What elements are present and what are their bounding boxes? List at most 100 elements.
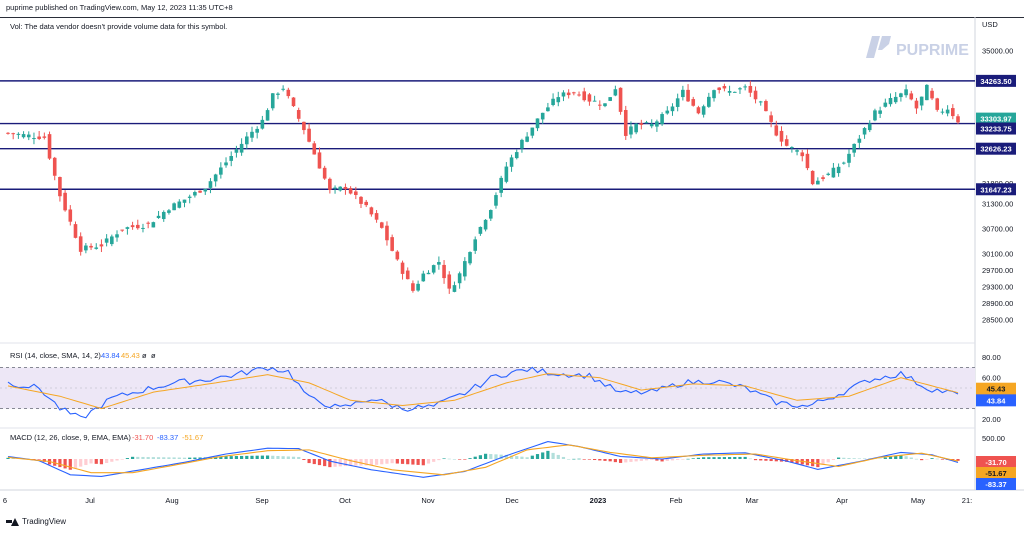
candle-body bbox=[99, 244, 104, 247]
candle-body bbox=[748, 85, 753, 93]
macd-hist-bar bbox=[6, 457, 10, 459]
rsi-tick-label: 80.00 bbox=[982, 353, 1001, 362]
macd-hist-bar bbox=[925, 459, 929, 460]
candle-body bbox=[769, 115, 773, 122]
macd-hist-bar bbox=[224, 456, 228, 459]
candle-body bbox=[613, 89, 618, 96]
macd-hist-bar bbox=[338, 459, 342, 467]
candle-body bbox=[338, 186, 343, 191]
level-badge-bg bbox=[976, 122, 1016, 135]
macd-hist-bar bbox=[504, 454, 508, 459]
macd-hist-bar bbox=[489, 454, 493, 459]
tradingview-label: TradingView bbox=[22, 517, 67, 526]
macd-tick-label: 500.00 bbox=[982, 434, 1005, 443]
macd-badges: -31.70 -51.67 -83.37 bbox=[976, 456, 1016, 490]
macd-hist-bar bbox=[84, 459, 88, 466]
macd-hist-bar bbox=[58, 459, 62, 468]
macd-hist-bar bbox=[343, 459, 348, 467]
macd-hist-bar bbox=[374, 459, 379, 465]
candle-body bbox=[421, 273, 426, 282]
rsi-band bbox=[0, 367, 975, 409]
time-tick-label: Apr bbox=[836, 496, 848, 505]
macd-hist-bar bbox=[494, 454, 498, 459]
macd-hist-bar bbox=[847, 457, 851, 459]
candle-body bbox=[473, 239, 478, 251]
macd-hist-bar bbox=[307, 459, 311, 464]
candle-body bbox=[213, 174, 218, 182]
macd-hist-bar bbox=[317, 459, 322, 466]
time-tick-label: 6 bbox=[3, 496, 7, 505]
macd-hist-bar bbox=[593, 459, 597, 461]
candle-body bbox=[431, 265, 436, 273]
price-tick-label: 30700.00 bbox=[982, 225, 1013, 234]
candle-body bbox=[810, 170, 815, 185]
candle-body bbox=[753, 90, 758, 100]
time-tick-label: Dec bbox=[505, 496, 519, 505]
time-tick-label: 21: bbox=[962, 496, 972, 505]
macd-hist-bar bbox=[821, 459, 825, 465]
candle-body bbox=[494, 195, 498, 206]
macd-hist-bar bbox=[291, 456, 296, 459]
candle-body bbox=[156, 215, 161, 219]
rsi-tick-label: 60.00 bbox=[982, 374, 1001, 383]
currency-label: USD bbox=[982, 20, 998, 29]
horizontal-levels[interactable] bbox=[0, 80, 975, 190]
candle-body bbox=[790, 147, 794, 149]
candle-body bbox=[198, 190, 202, 193]
time-tick-label: Jul bbox=[85, 496, 95, 505]
macd-hist-bar bbox=[250, 455, 254, 459]
price-tick-label: 30100.00 bbox=[982, 249, 1013, 258]
candle-body bbox=[47, 134, 52, 159]
macd-hist-bar bbox=[743, 456, 747, 459]
time-axis: 6 Jul Aug Sep Oct Nov Dec 2023 Feb Mar Apr May 21: bbox=[3, 496, 972, 505]
macd-hist-bar bbox=[525, 457, 529, 459]
macd-hist-bar bbox=[535, 454, 540, 459]
signal-line bbox=[7, 444, 959, 476]
candle-body bbox=[187, 196, 192, 198]
rsi-line-sma bbox=[7, 373, 959, 410]
candle-body bbox=[239, 143, 244, 153]
macd-hist-bar bbox=[520, 456, 524, 459]
macd-hist-bar bbox=[914, 458, 919, 460]
candle-body bbox=[883, 102, 888, 107]
level-badge-bg bbox=[976, 142, 1016, 155]
candle-body bbox=[125, 227, 130, 229]
macd-hist-bar bbox=[442, 458, 446, 460]
macd-hist-bar bbox=[686, 458, 690, 460]
candle-body bbox=[623, 110, 628, 136]
macd-hist-bar bbox=[297, 456, 301, 459]
watermark-text: PUPRIME bbox=[896, 42, 969, 59]
macd-hist-bar bbox=[411, 459, 415, 465]
top-border bbox=[0, 17, 1024, 18]
candle-body bbox=[930, 90, 934, 99]
macd-hist-bar bbox=[608, 459, 612, 462]
candle-body bbox=[758, 101, 763, 103]
candle-body bbox=[452, 285, 457, 292]
candle-body bbox=[675, 98, 680, 107]
candle-body bbox=[587, 94, 592, 102]
macd-hist-bar bbox=[753, 459, 758, 461]
candle-body bbox=[504, 166, 509, 182]
candle-body bbox=[795, 150, 799, 152]
candle-body bbox=[317, 152, 322, 169]
candle-body bbox=[847, 153, 851, 163]
candle-body bbox=[956, 116, 960, 123]
macd-hist-bar bbox=[276, 455, 280, 459]
macd-hist-bar bbox=[328, 459, 332, 468]
candle-body bbox=[857, 138, 862, 143]
macd-hist-bar bbox=[478, 455, 483, 459]
candle-body bbox=[426, 272, 431, 275]
macd-hist-bar bbox=[333, 459, 337, 467]
macd-hist-bar bbox=[214, 457, 218, 459]
tradingview-brand[interactable]: TradingView bbox=[6, 517, 66, 526]
price-tick-label: 28900.00 bbox=[982, 299, 1013, 308]
candle-body bbox=[115, 234, 119, 238]
candle-body bbox=[592, 100, 597, 102]
candle-body bbox=[644, 122, 649, 124]
macd-hist-bar bbox=[323, 459, 327, 467]
candle-body bbox=[940, 111, 945, 113]
macd-hist-bar bbox=[452, 459, 457, 460]
macd-hist-bar bbox=[105, 459, 109, 463]
macd-hist-bar bbox=[956, 459, 960, 461]
